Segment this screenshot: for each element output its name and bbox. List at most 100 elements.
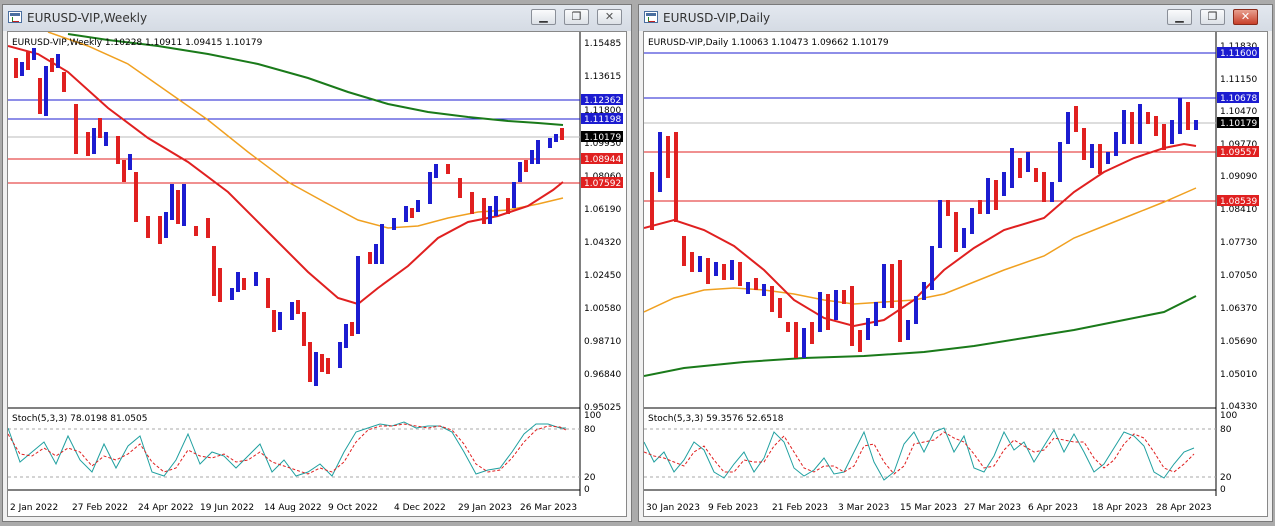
price-tick: 1.13615 — [584, 72, 621, 82]
ma-100-line — [47, 31, 564, 229]
date-tick: 29 Jan 2023 — [458, 503, 512, 513]
price-tags: 1.12362 1.11198 1.10179 1.08944 1.07592 — [581, 94, 623, 189]
chart-area[interactable]: EURUSD-VIP,Weekly 1.10228 1.10911 1.0941… — [7, 31, 627, 517]
window-title: EURUSD-VIP,Daily — [663, 11, 771, 25]
ma-20-line — [7, 45, 564, 306]
close-button[interactable]: ✕ — [1233, 9, 1258, 25]
chart-icon — [644, 11, 658, 23]
price-tag-red-2 — [1217, 195, 1259, 206]
price-tag-blue-1 — [1217, 47, 1259, 58]
stoch-axis-ticks: 100 80 20 0 — [584, 411, 601, 495]
stoch-header: Stoch(5,3,3) 78.0198 81.0505 — [12, 414, 147, 424]
price-tick: 1.02450 — [584, 271, 621, 281]
date-tick: 4 Dec 2022 — [394, 503, 446, 513]
stoch-main-line — [643, 427, 1195, 481]
price-tick: 1.00580 — [584, 304, 621, 314]
daily-chart-svg[interactable]: EURUSD-VIP,Daily 1.10063 1.10473 1.09662… — [643, 32, 1269, 518]
stoch-tick: 80 — [584, 425, 596, 435]
title-bar[interactable]: EURUSD-VIP,Daily ▁ ❐ ✕ — [639, 5, 1272, 31]
price-tick: 1.07050 — [1220, 271, 1257, 281]
ma-200-line — [67, 33, 564, 126]
price-tick: 1.07730 — [1220, 238, 1257, 248]
minimize-button[interactable]: ▁ — [531, 9, 556, 25]
date-tick: 27 Mar 2023 — [964, 503, 1021, 513]
price-tag-label: 1.12362 — [584, 96, 621, 106]
chart-area[interactable]: EURUSD-VIP,Daily 1.10063 1.10473 1.09662… — [643, 31, 1268, 517]
date-tick: 21 Feb 2023 — [772, 503, 828, 513]
candles — [650, 98, 1198, 358]
price-tick: 1.05010 — [1220, 370, 1257, 380]
date-tick: 30 Jan 2023 — [646, 503, 700, 513]
price-tick: 1.09930 — [584, 139, 621, 149]
price-tag-bid — [1217, 117, 1259, 128]
price-tick: 0.96840 — [584, 370, 621, 380]
time-axis-ticks: 2 Jan 2022 27 Feb 2022 24 Apr 2022 19 Ju… — [10, 503, 577, 513]
title-bar[interactable]: EURUSD-VIP,Weekly ▁ ❐ ✕ — [3, 5, 631, 31]
weekly-chart-window[interactable]: EURUSD-VIP,Weekly ▁ ❐ ✕ — [2, 4, 632, 522]
price-tag-label: 1.09557 — [1220, 148, 1257, 158]
date-tick: 9 Feb 2023 — [708, 503, 758, 513]
price-tick: 0.95025 — [584, 403, 621, 413]
stoch-tick: 0 — [584, 485, 590, 495]
time-axis-ticks: 30 Jan 2023 9 Feb 2023 21 Feb 2023 3 Mar… — [646, 503, 1212, 513]
price-tag-label: 1.11600 — [1220, 49, 1257, 59]
stoch-tick: 20 — [584, 473, 596, 483]
price-tick: 1.15485 — [584, 39, 621, 49]
price-tag-label: 1.07592 — [584, 179, 621, 189]
stoch-signal-line — [643, 431, 1195, 475]
date-tick: 18 Apr 2023 — [1092, 503, 1148, 513]
price-tick: 1.08410 — [1220, 205, 1257, 215]
date-tick: 14 Aug 2022 — [264, 503, 322, 513]
weekly-chart-svg[interactable]: EURUSD-VIP,Weekly 1.10228 1.10911 1.0941… — [7, 31, 628, 518]
date-tick: 19 Jun 2022 — [200, 503, 254, 513]
price-header: EURUSD-VIP,Daily 1.10063 1.10473 1.09662… — [648, 38, 889, 48]
candles — [14, 48, 564, 386]
price-tick: 1.06370 — [1220, 304, 1257, 314]
close-button[interactable]: ✕ — [597, 9, 622, 25]
stoch-signal-line — [7, 423, 567, 475]
price-tag-label: 1.10678 — [1220, 94, 1257, 104]
stoch-tick: 80 — [1220, 425, 1232, 435]
date-tick: 27 Feb 2022 — [72, 503, 128, 513]
price-tag-blue-2 — [1217, 92, 1259, 103]
date-tick: 28 Apr 2023 — [1156, 503, 1212, 513]
price-tick: 1.05690 — [1220, 337, 1257, 347]
stoch-tick: 0 — [1220, 485, 1226, 495]
price-tag-red-2 — [581, 177, 623, 188]
stoch-tick: 100 — [1220, 411, 1237, 421]
daily-chart-window[interactable]: EURUSD-VIP,Daily ▁ ❐ ✕ — [638, 4, 1273, 522]
price-tag-label: 1.08539 — [1220, 197, 1257, 207]
price-tag-blue-1 — [581, 94, 623, 105]
stoch-tick: 20 — [1220, 473, 1232, 483]
price-tag-red-1 — [1217, 146, 1259, 157]
price-tick: 1.04320 — [584, 238, 621, 248]
price-header: EURUSD-VIP,Weekly 1.10228 1.10911 1.0941… — [12, 38, 263, 48]
price-tag-blue-2 — [581, 113, 623, 124]
price-tag-red-1 — [581, 153, 623, 164]
date-tick: 6 Apr 2023 — [1028, 503, 1078, 513]
minimize-button[interactable]: ▁ — [1167, 9, 1192, 25]
stoch-main-line — [7, 421, 566, 477]
price-tags: 1.11600 1.10678 1.10179 1.09557 1.08539 — [1217, 47, 1259, 207]
price-tag-label: 1.10179 — [584, 133, 621, 143]
restore-button[interactable]: ❐ — [564, 9, 589, 25]
date-tick: 15 Mar 2023 — [900, 503, 957, 513]
price-axis-ticks: 1.11830 1.11150 1.10470 1.09770 1.09090 … — [1220, 42, 1257, 412]
date-tick: 9 Oct 2022 — [328, 503, 378, 513]
date-tick: 3 Mar 2023 — [838, 503, 889, 513]
price-tag-label: 1.11198 — [584, 115, 621, 125]
stoch-header: Stoch(5,3,3) 59.3576 52.6518 — [648, 414, 784, 424]
ma-20-line — [643, 142, 1197, 328]
date-tick: 24 Apr 2022 — [138, 503, 194, 513]
price-tick: 1.04330 — [1220, 402, 1257, 412]
stoch-axis-ticks: 100 80 20 0 — [1220, 411, 1237, 495]
price-tick: 1.10470 — [1220, 107, 1257, 117]
price-tick: 0.98710 — [584, 337, 621, 347]
price-tick: 1.11800 — [584, 106, 621, 116]
price-tick: 1.09090 — [1220, 172, 1257, 182]
date-tick: 2 Jan 2022 — [10, 503, 58, 513]
restore-button[interactable]: ❐ — [1200, 9, 1225, 25]
stoch-tick: 100 — [584, 411, 601, 421]
window-title: EURUSD-VIP,Weekly — [27, 11, 148, 25]
price-tag-label: 1.08944 — [584, 155, 621, 165]
